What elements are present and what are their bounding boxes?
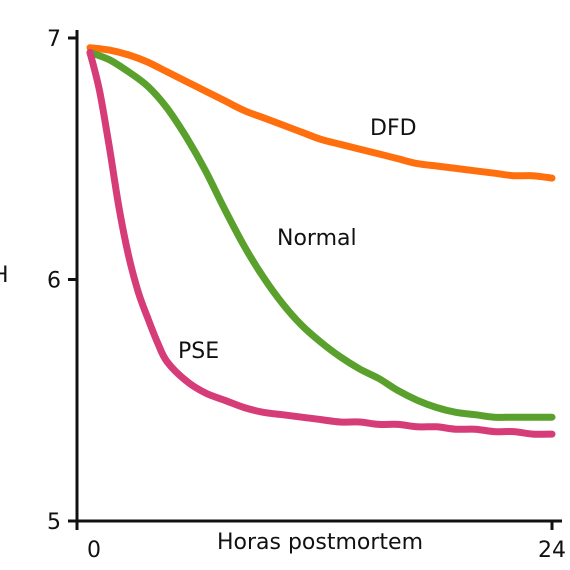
y-axis-title: pH [0, 263, 9, 288]
x-tick-label-24: 24 [538, 538, 566, 563]
labels: Horas postmortem pH DFD Normal PSE [0, 116, 423, 555]
y-tick-label-5: 5 [47, 510, 61, 535]
y-tick-label-7: 7 [47, 27, 61, 52]
series-label-dfd: DFD [370, 116, 417, 141]
x-tick-label-0: 0 [87, 538, 101, 563]
y-tick-label-6: 6 [47, 269, 61, 294]
series-line-dfd [86, 44, 556, 182]
axes [75, 30, 562, 523]
series-line-normal [86, 49, 556, 421]
series-line-pse [86, 49, 556, 438]
x-axis-title: Horas postmortem [217, 530, 423, 555]
curves [86, 44, 556, 438]
ticks: 7 6 5 0 24 [47, 27, 566, 563]
series-label-normal: Normal [277, 226, 357, 251]
series-label-pse: PSE [178, 339, 219, 364]
